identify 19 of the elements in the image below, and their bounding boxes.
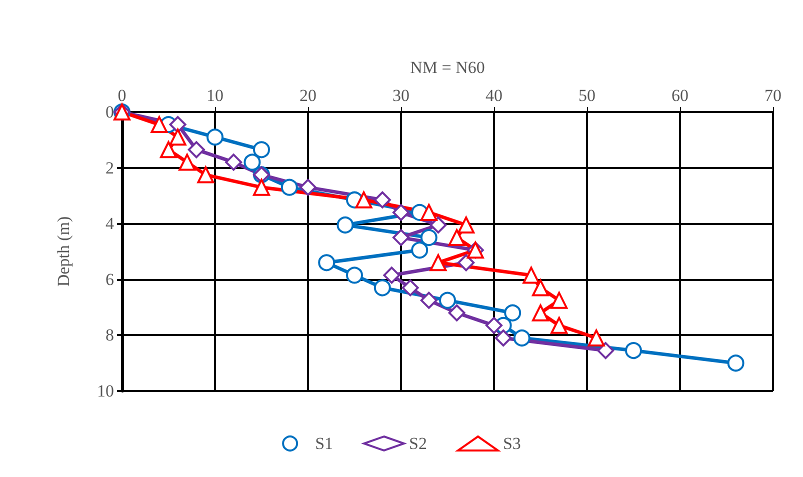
x-tick-label: 20 [300,86,316,105]
y-tick-label: 0 [106,102,114,122]
x-tick-label: 30 [392,86,410,105]
y-tick-label: 2 [106,158,114,178]
x-tick-label: 60 [672,86,688,105]
x-tick-label: 70 [764,86,782,105]
x-axis-title: NM = N60 [410,58,485,77]
y-axis-title: Depth (m) [54,216,73,287]
y-tick-label: 4 [106,214,114,234]
legend-label: S1 [315,434,334,453]
y-tick-label: 8 [106,326,114,345]
x-tick-label: 50 [578,86,596,105]
legend-label: S2 [409,434,427,453]
x-tick-label: 10 [206,86,224,105]
x-tick-label: 40 [486,86,502,105]
y-tick-label: 10 [97,382,114,400]
y-tick-label: 6 [106,270,114,289]
x-tick-label: 0 [118,86,126,105]
legend-label: S3 [502,434,521,453]
